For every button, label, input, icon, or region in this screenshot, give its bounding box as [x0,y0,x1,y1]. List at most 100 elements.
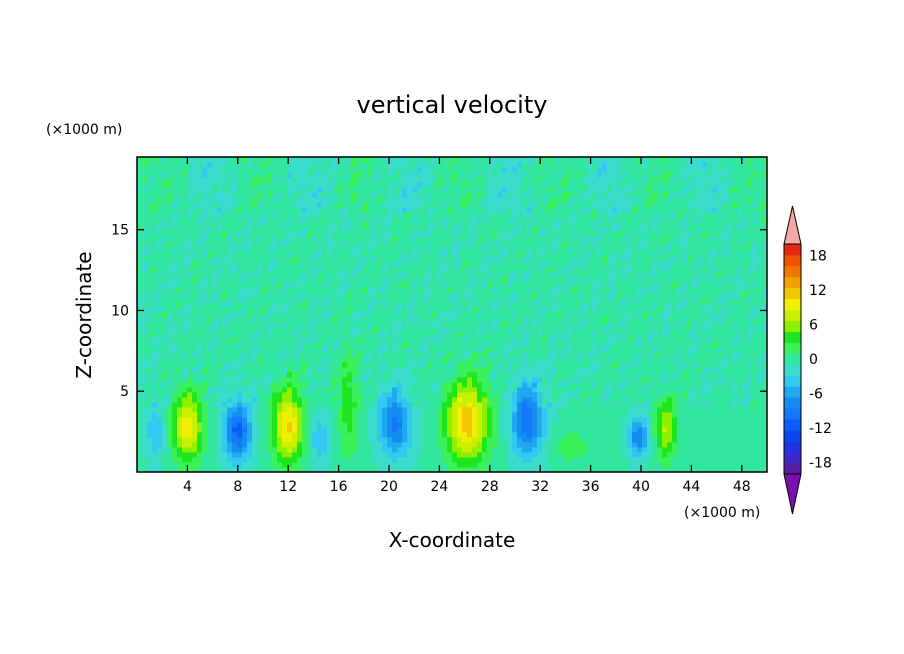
field-cell [472,332,478,338]
field-cell [172,447,178,453]
field-cell [327,372,333,378]
field-cell [477,317,483,323]
field-cell [247,377,253,383]
field-cell [722,437,728,443]
field-cell [552,397,558,403]
field-cell [407,332,413,338]
field-cell [497,462,503,468]
field-cell [162,457,168,463]
field-cell [312,327,318,333]
field-cell [712,302,718,308]
field-cell [382,422,388,428]
field-cell [502,337,508,343]
field-cell [137,462,143,468]
field-cell [277,422,283,428]
field-cell [732,327,738,333]
field-cell [752,367,758,373]
field-cell [147,272,153,278]
field-cell [297,372,303,378]
field-cell [322,422,328,428]
field-cell [472,347,478,353]
field-cell [257,387,263,393]
field-cell [537,322,543,328]
field-cell [152,287,158,293]
field-cell [172,407,178,413]
field-cell [272,462,278,468]
field-cell [302,327,308,333]
field-cell [202,427,208,433]
field-cell [397,397,403,403]
field-cell [402,457,408,463]
field-cell [542,297,548,303]
field-cell [287,342,293,348]
field-cell [327,352,333,358]
field-cell [427,377,433,383]
field-cell [507,327,513,333]
field-cell [242,332,248,338]
field-cell [167,312,173,318]
field-cell [267,422,273,428]
field-cell [302,347,308,353]
field-cell [617,352,623,358]
field-cell [567,352,573,358]
field-cell [217,332,223,338]
field-cell [447,442,453,448]
field-cell [722,392,728,398]
field-cell [257,362,263,368]
field-cell [452,437,458,443]
field-cell [502,402,508,408]
field-cell [507,287,513,293]
field-cell [552,457,558,463]
field-cell [247,317,253,323]
field-cell [352,457,358,463]
field-cell [302,417,308,423]
field-cell [612,407,618,413]
field-cell [757,317,763,323]
field-cell [227,407,233,413]
field-cell [592,322,598,328]
field-cell [612,367,618,373]
field-cell [442,332,448,338]
field-cell [377,387,383,393]
field-cell [537,447,543,453]
field-cell [182,372,188,378]
field-cell [577,447,583,453]
field-cell [292,357,298,363]
field-cell [762,467,768,473]
field-cell [652,437,658,443]
field-cell [507,312,513,318]
field-cell [337,277,343,283]
field-cell [612,397,618,403]
field-cell [422,382,428,388]
field-cell [267,442,273,448]
field-cell [147,447,153,453]
field-cell [697,357,703,363]
field-cell [732,427,738,433]
field-cell [497,432,503,438]
field-cell [637,342,643,348]
field-cell [177,287,183,293]
field-cell [217,327,223,333]
field-cell [352,362,358,368]
field-cell [297,397,303,403]
field-cell [692,302,698,308]
field-cell [272,387,278,393]
field-cell [157,342,163,348]
field-cell [152,362,158,368]
field-cell [597,467,603,473]
field-cell [292,387,298,393]
field-cell [717,397,723,403]
field-cell [317,272,323,278]
field-cell [682,367,688,373]
field-cell [762,287,768,293]
field-cell [547,307,553,313]
field-cell [647,437,653,443]
field-cell [527,412,533,418]
field-cell [197,272,203,278]
field-cell [687,467,693,473]
field-cell [277,347,283,353]
field-cell [162,392,168,398]
field-cell [682,337,688,343]
field-cell [602,427,608,433]
field-cell [432,332,438,338]
